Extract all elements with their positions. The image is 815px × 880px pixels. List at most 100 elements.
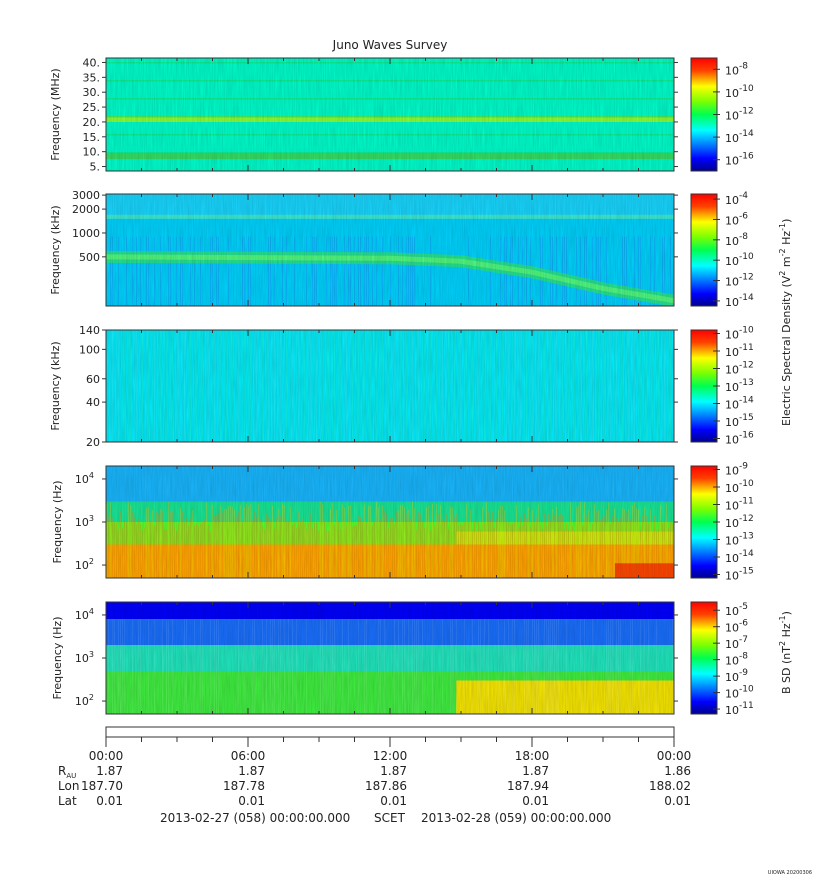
colorbar-tick-label: 10-7 bbox=[725, 635, 748, 651]
y-tick-label: 15. bbox=[83, 131, 101, 144]
y-tick-label: 1000 bbox=[72, 227, 100, 240]
colorbar-tick-label: 10-10 bbox=[725, 479, 754, 495]
ephemeris-value: 188.02 bbox=[649, 779, 691, 793]
electric-density-label: Electric Spectral Density (V2 m-2 Hz-1) bbox=[778, 219, 793, 426]
time-tick-label: 18:00 bbox=[515, 749, 550, 763]
ephemeris-value: 1.87 bbox=[96, 764, 123, 778]
colorbar-tick-label: 10-10 bbox=[725, 685, 754, 701]
magnetic-density-label: B SD (nT2 Hz-1) bbox=[778, 611, 793, 694]
y-tick-label: 40 bbox=[86, 396, 100, 409]
colorbar-tick-label: 10-14 bbox=[725, 129, 754, 145]
colorbar-tick-label: 10-11 bbox=[725, 343, 754, 359]
colorbar-tick-label: 10-6 bbox=[725, 211, 748, 227]
colorbar-tick-label: 10-12 bbox=[725, 107, 754, 123]
y-tick-label: 104 bbox=[75, 607, 94, 622]
y-axis-label: Frequency (Hz) bbox=[51, 617, 64, 700]
colorbar-tick-label: 10-9 bbox=[725, 668, 748, 684]
y-tick-label: 3000 bbox=[72, 189, 100, 202]
colorbar-tick-label: 10-15 bbox=[725, 567, 754, 583]
y-tick-label: 25. bbox=[83, 101, 101, 114]
time-tick-label: 00:00 bbox=[89, 749, 124, 763]
ephemeris-value: 187.94 bbox=[507, 779, 549, 793]
y-tick-label: 104 bbox=[75, 471, 94, 486]
colorbar-tick-label: 10-14 bbox=[725, 396, 754, 412]
y-tick-label: 30. bbox=[83, 86, 101, 99]
spectrogram-panel-1: 40. 35. 30. 25. 20. 15. 10. 5. Frequency (MHz) bbox=[49, 56, 678, 174]
ephemeris-row-label: RAU bbox=[58, 764, 76, 780]
spectrogram-panel-3: 140 100 60 40 20 Frequency (kHz) bbox=[49, 324, 678, 449]
colorbar-tick-label: 10-10 bbox=[725, 252, 754, 268]
ephemeris-value: 0.01 bbox=[96, 794, 123, 808]
time-tick-label: 06:00 bbox=[231, 749, 266, 763]
y-tick-label: 102 bbox=[75, 693, 94, 708]
y-tick-label: 2000 bbox=[72, 203, 100, 216]
colorbar-tick-label: 10-15 bbox=[725, 413, 754, 429]
footer-scet: SCET bbox=[374, 811, 406, 825]
spectrogram-panel-5: 104 103 102 Frequency (Hz) bbox=[51, 601, 678, 715]
colorbar-tick-label: 10-9 bbox=[725, 462, 748, 478]
y-axis-label: Frequency (Hz) bbox=[51, 481, 64, 564]
time-tick-label: 12:00 bbox=[373, 749, 408, 763]
colorbar-tick-label: 10-6 bbox=[725, 619, 748, 635]
colorbar-tick-label: 10-4 bbox=[725, 191, 748, 207]
y-tick-label: 20 bbox=[86, 436, 100, 449]
colorbar-tick-label: 10-12 bbox=[725, 514, 754, 530]
ephemeris-value: 187.86 bbox=[365, 779, 407, 793]
colorbar-tick-label: 10-16 bbox=[725, 431, 754, 447]
ephemeris-value: 1.87 bbox=[380, 764, 407, 778]
colorbar-tick-label: 10-12 bbox=[725, 273, 754, 289]
colorbar-tick-label: 10-5 bbox=[725, 602, 748, 618]
ephemeris-value: 187.70 bbox=[81, 779, 123, 793]
footer-end-time: 2013-02-28 (059) 00:00:00.000 bbox=[421, 811, 611, 825]
y-tick-label: 60 bbox=[86, 373, 100, 386]
colorbar-tick-label: 10-11 bbox=[725, 497, 754, 513]
colorbar-tick-label: 10-10 bbox=[725, 326, 754, 342]
colorbar-tick-label: 10-8 bbox=[725, 652, 748, 668]
colorbar-tick-label: 10-10 bbox=[725, 84, 754, 100]
y-tick-label: 10. bbox=[83, 146, 101, 159]
y-tick-label: 103 bbox=[75, 650, 94, 665]
colorbar-tick-label: 10-13 bbox=[725, 378, 754, 394]
time-axis-frame bbox=[105, 726, 675, 738]
colorbar-2: 10-4 10-6 10-8 10-10 10-12 10-14 bbox=[690, 191, 754, 309]
ephemeris-value: 1.87 bbox=[238, 764, 265, 778]
y-axis-label: Frequency (MHz) bbox=[49, 68, 62, 160]
colorbar-tick-label: 10-8 bbox=[725, 61, 748, 77]
y-axis-label: Frequency (kHz) bbox=[49, 205, 62, 294]
colorbar-tick-label: 10-12 bbox=[725, 361, 754, 377]
colorbar-tick-label: 10-16 bbox=[725, 152, 754, 168]
colorbar-tick-label: 10-11 bbox=[725, 701, 754, 717]
ephemeris-value: 0.01 bbox=[238, 794, 265, 808]
y-tick-label: 5. bbox=[90, 161, 101, 174]
ephemeris-value: 1.86 bbox=[664, 764, 691, 778]
watermark: UIOWA 20200306 bbox=[768, 870, 812, 876]
ephemeris-row-label: Lat bbox=[58, 794, 77, 808]
time-axis: 00:00 06:00 12:00 18:00 00:00 RAU 1.87 1.87 1.87… bbox=[58, 726, 692, 808]
colorbar-tick-label: 10-13 bbox=[725, 532, 754, 548]
ephemeris-value: 1.87 bbox=[522, 764, 549, 778]
y-tick-label: 102 bbox=[75, 557, 94, 572]
y-tick-label: 40. bbox=[83, 56, 101, 69]
y-tick-label: 100 bbox=[79, 343, 100, 356]
y-axis-label: Frequency (kHz) bbox=[49, 341, 62, 430]
ephemeris-value: 187.78 bbox=[223, 779, 265, 793]
y-tick-label: 500 bbox=[79, 251, 100, 264]
ephemeris-row-label: Lon bbox=[58, 779, 79, 793]
ephemeris-value: 0.01 bbox=[380, 794, 407, 808]
colorbar-1: 10-8 10-10 10-12 10-14 10-16 bbox=[690, 57, 754, 172]
spectrogram-panel-4: 104 103 102 Frequency (Hz) bbox=[51, 465, 678, 579]
colorbar-tick-label: 10-14 bbox=[725, 293, 754, 309]
time-tick-label: 00:00 bbox=[657, 749, 692, 763]
figure-title: Juno Waves Survey bbox=[332, 38, 448, 52]
colorbar-tick-label: 10-8 bbox=[725, 232, 748, 248]
ephemeris-value: 0.01 bbox=[664, 794, 691, 808]
y-tick-label: 103 bbox=[75, 514, 94, 529]
ephemeris-value: 0.01 bbox=[522, 794, 549, 808]
y-tick-label: 20. bbox=[83, 116, 101, 129]
y-tick-label: 35. bbox=[83, 71, 101, 84]
